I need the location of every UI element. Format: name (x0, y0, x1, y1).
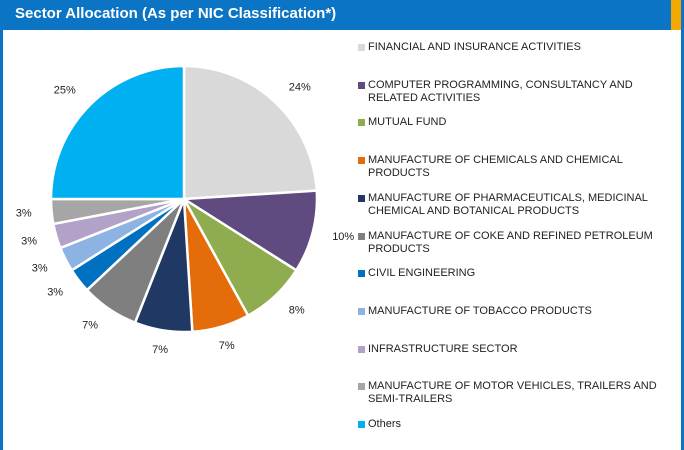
slice-label: 7% (82, 319, 98, 331)
slice-label: 8% (289, 304, 305, 316)
slice-label: 7% (219, 340, 235, 352)
slice-label: 3% (47, 287, 63, 299)
legend-label: MANUFACTURE OF PHARMACEUTICALS, MEDICINA… (368, 191, 648, 217)
slice-label: 7% (152, 344, 168, 356)
legend-label: MANUFACTURE OF COKE AND REFINED PETROLEU… (368, 229, 653, 255)
header-bar: Sector Allocation (As per NIC Classifica… (3, 0, 681, 30)
slice-label: 10% (332, 231, 354, 243)
legend-swatch (358, 157, 365, 165)
legend-label: COMPUTER PROGRAMMING, CONSULTANCY AND RE… (368, 78, 633, 104)
legend-label: FINANCIAL AND INSURANCE ACTIVITIES (368, 41, 581, 53)
legend-swatch (358, 194, 365, 202)
legend-label: Others (368, 418, 402, 430)
slice-label: 25% (54, 85, 76, 97)
legend-swatch (358, 307, 365, 315)
slice-label: 3% (16, 207, 32, 219)
legend-swatch (358, 81, 365, 89)
legend-swatch (358, 270, 365, 278)
legend-label: MANUFACTURE OF CHEMICALS AND CHEMICAL PR… (368, 154, 623, 180)
slice-label: 3% (21, 236, 37, 248)
legend-swatch (358, 345, 365, 353)
legend-label: MANUFACTURE OF TOBACCO PRODUCTS (368, 304, 592, 317)
pie-slice (182, 64, 319, 201)
slice-label: 24% (289, 81, 311, 93)
pie-chart: 24% 10% 8% 7% 7% 7% 3% 3% 3% 3% 25% (16, 64, 354, 356)
slice-label: 3% (32, 262, 48, 274)
legend-swatch (358, 232, 365, 240)
legend-label: MANUFACTURE OF MOTOR VEHICLES, TRAILERS … (368, 380, 657, 406)
legend-swatch (358, 421, 365, 428)
legend-swatch (358, 44, 365, 51)
legend-swatch (358, 383, 365, 391)
legend-swatch (358, 119, 365, 127)
pie-slice (49, 64, 186, 201)
pie-slice (180, 189, 319, 272)
chart-title: Sector Allocation (As per NIC Classifica… (15, 5, 337, 22)
legend-label: MUTUAL FUND (368, 116, 447, 129)
legend-label: CIVIL ENGINEERING (368, 267, 476, 280)
header-accent (671, 0, 681, 30)
legend-label: INFRASTRUCTURE SECTOR (368, 342, 518, 355)
